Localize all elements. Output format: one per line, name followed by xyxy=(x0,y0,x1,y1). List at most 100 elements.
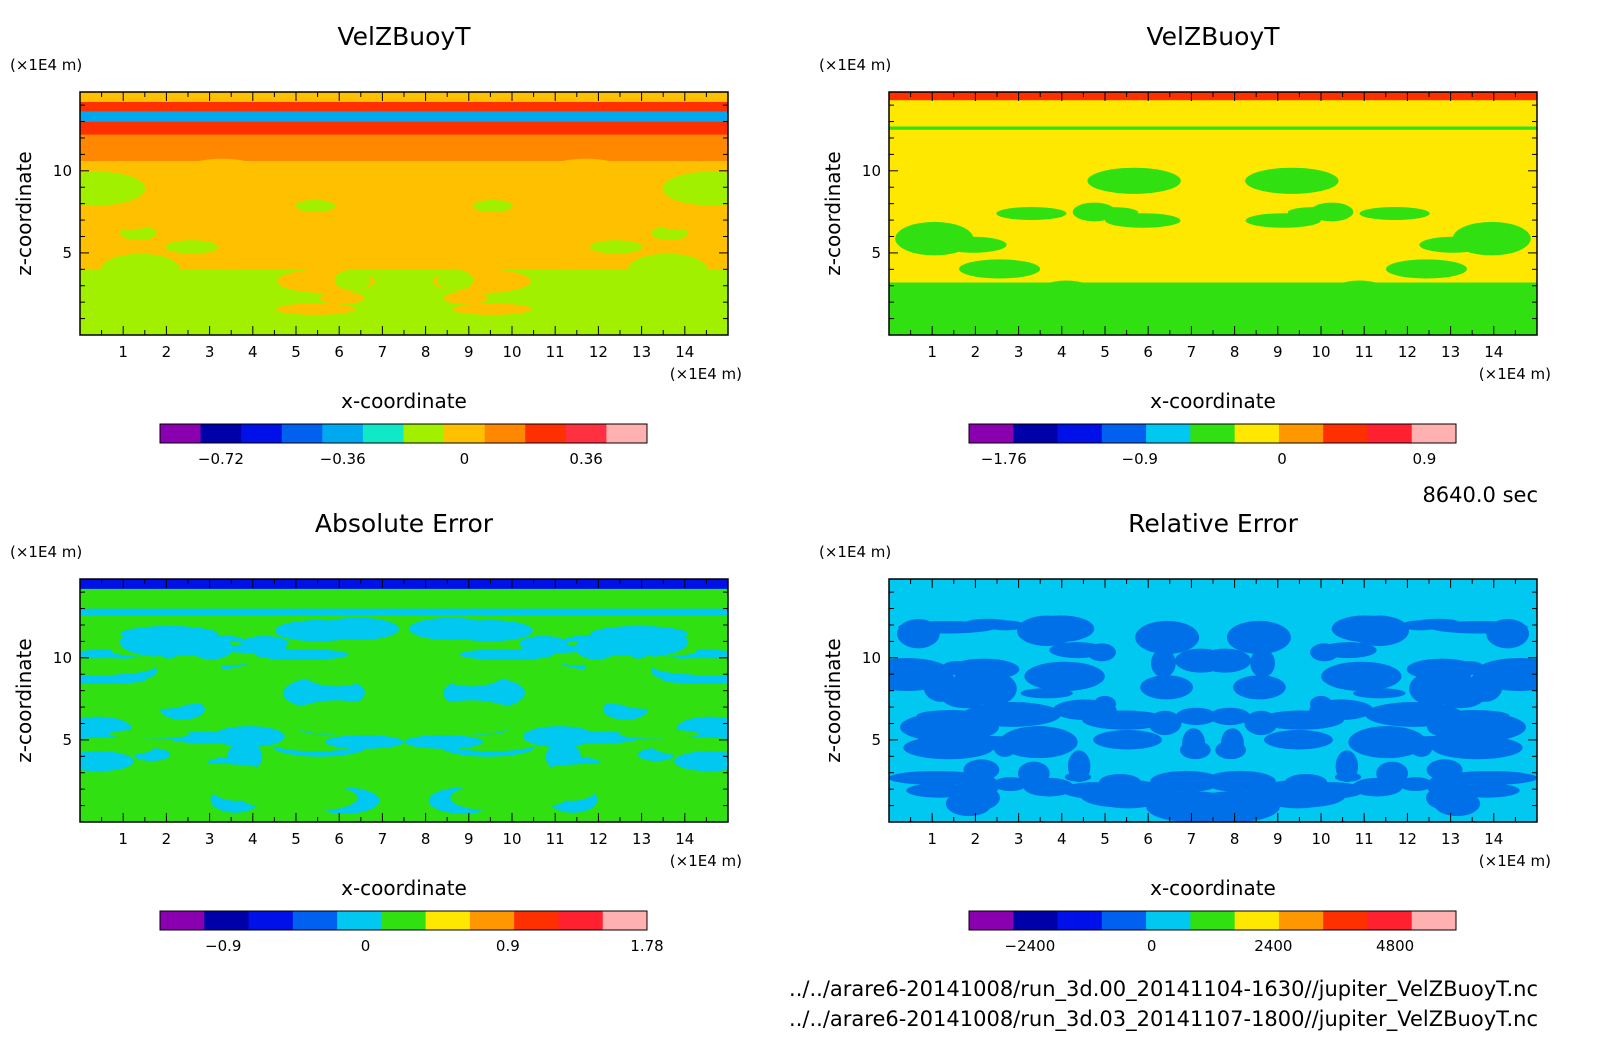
field-patch xyxy=(1385,259,1467,279)
x-tick-label: 13 xyxy=(1441,830,1460,848)
x-tick-label: 2 xyxy=(971,343,981,361)
colorbar-label: −0.72 xyxy=(198,450,244,468)
field-patch xyxy=(575,636,618,660)
x-tick-label: 7 xyxy=(378,343,388,361)
field-patch xyxy=(1093,695,1117,712)
x-tick-label: 11 xyxy=(1355,343,1374,361)
x-tick-label: 11 xyxy=(546,830,565,848)
x-tick-label: 3 xyxy=(1014,343,1024,361)
field-patch xyxy=(545,741,581,772)
timestamp: 8640.0 sec xyxy=(1422,483,1538,507)
colorbar-swatch xyxy=(1057,911,1103,930)
colorbar-label: 0 xyxy=(1147,937,1157,955)
x-tick-label: 8 xyxy=(421,343,431,361)
field xyxy=(889,92,1537,335)
field-patch xyxy=(406,638,445,665)
field-patch xyxy=(1209,707,1251,726)
field-patch xyxy=(898,620,997,634)
colorbar-swatch xyxy=(204,911,250,930)
x-tick-label: 1 xyxy=(118,830,128,848)
field-patch xyxy=(1359,206,1430,220)
field-patch xyxy=(100,253,180,285)
field-patch xyxy=(436,653,507,687)
field-patch xyxy=(1309,695,1333,712)
colorbar-swatch xyxy=(381,911,427,930)
colorbar-swatch xyxy=(160,911,205,930)
field-patch xyxy=(1258,710,1344,730)
field-patch xyxy=(225,693,284,703)
colorbar-label: 0.9 xyxy=(496,937,520,955)
field-patch xyxy=(548,158,623,181)
field-patch xyxy=(156,635,182,659)
field-patch xyxy=(104,202,156,231)
x-tick-label: 13 xyxy=(632,830,651,848)
panel-1: VelZBuoyT(×1E4 m)1 2 3 4 5 6 7 8 9 10 11 12 13 14510(… xyxy=(10,22,742,468)
field-patch xyxy=(658,288,708,315)
field-patch xyxy=(1331,615,1399,642)
panel-4: Relative Error(×1E4 m)1 2 3 4 5 6 7 8 9 10 11 12 13 1… xyxy=(819,509,1551,955)
colorbar: −0.9 0 0.9 1.78 xyxy=(159,910,664,955)
x-axis-label: x-coordinate xyxy=(341,389,467,413)
field-patch xyxy=(210,680,245,698)
x-axis-label: x-coordinate xyxy=(1150,876,1276,900)
field-patch xyxy=(1264,730,1333,750)
x-tick-label: 11 xyxy=(1355,830,1374,848)
field-patch xyxy=(1497,294,1537,311)
field-patch xyxy=(276,303,356,315)
field-patch xyxy=(532,250,616,271)
colorbar-label: 1.78 xyxy=(630,937,663,955)
field-patch xyxy=(1348,726,1427,759)
colorbar-label: 0 xyxy=(361,937,371,955)
x-tick-label: 10 xyxy=(502,343,521,361)
field-patch xyxy=(1245,213,1321,228)
field-patch xyxy=(1067,750,1091,783)
field-patch xyxy=(1442,771,1537,785)
colorbar-frame xyxy=(159,423,648,444)
colorbar-swatch xyxy=(1146,424,1191,443)
field-patch xyxy=(190,636,233,660)
colorbar: −0.72 −0.36 0 0.36 xyxy=(159,423,648,468)
field-patch xyxy=(275,620,362,642)
colorbar-frame xyxy=(968,910,1457,931)
x-tick-label: 7 xyxy=(1187,343,1197,361)
x-tick-label: 9 xyxy=(1273,830,1283,848)
colorbar-swatch xyxy=(1057,424,1103,443)
field-patch xyxy=(219,644,287,654)
field-band-5 xyxy=(80,101,728,112)
x-tick-label: 1 xyxy=(927,830,937,848)
colorbar-frame xyxy=(968,423,1457,444)
field-patch xyxy=(968,671,1017,706)
y-unit-label: (×1E4 m) xyxy=(10,543,82,561)
field-patch xyxy=(1310,643,1339,662)
x-tick-label: 8 xyxy=(421,830,431,848)
field-patch xyxy=(895,221,974,256)
field-patch xyxy=(443,291,489,305)
field-patch xyxy=(80,658,156,675)
field-patch xyxy=(1409,671,1458,706)
colorbar-swatch xyxy=(241,424,283,443)
field-patch xyxy=(999,726,1078,759)
colorbar-swatch xyxy=(1190,911,1236,930)
chart-title: Relative Error xyxy=(1128,509,1298,538)
colorbar-label: 0 xyxy=(1277,450,1287,468)
field-patch xyxy=(1335,750,1359,783)
y-axis-label: z-coordinate xyxy=(821,638,845,762)
x-tick-label: 4 xyxy=(248,343,258,361)
colorbar-swatch xyxy=(1278,424,1324,443)
field-patch xyxy=(443,688,521,698)
colorbar-swatch xyxy=(1101,424,1147,443)
field-patch xyxy=(945,791,992,817)
field-patch xyxy=(943,661,972,671)
colorbar-swatch xyxy=(403,424,445,443)
field-patch xyxy=(588,741,630,757)
field-patch xyxy=(1072,202,1116,222)
x-tick-label: 12 xyxy=(1398,343,1417,361)
colorbar-label: −0.36 xyxy=(320,450,366,468)
colorbar-swatch xyxy=(565,424,607,443)
colorbar-swatch xyxy=(602,911,648,930)
field-patch xyxy=(1087,643,1116,662)
colorbar-label: −1.76 xyxy=(981,450,1027,468)
field-patch xyxy=(472,199,513,212)
panel-3: Absolute Error(×1E4 m)1 2 3 4 5 6 7 8 9 10 11 12 13 1… xyxy=(10,509,742,955)
